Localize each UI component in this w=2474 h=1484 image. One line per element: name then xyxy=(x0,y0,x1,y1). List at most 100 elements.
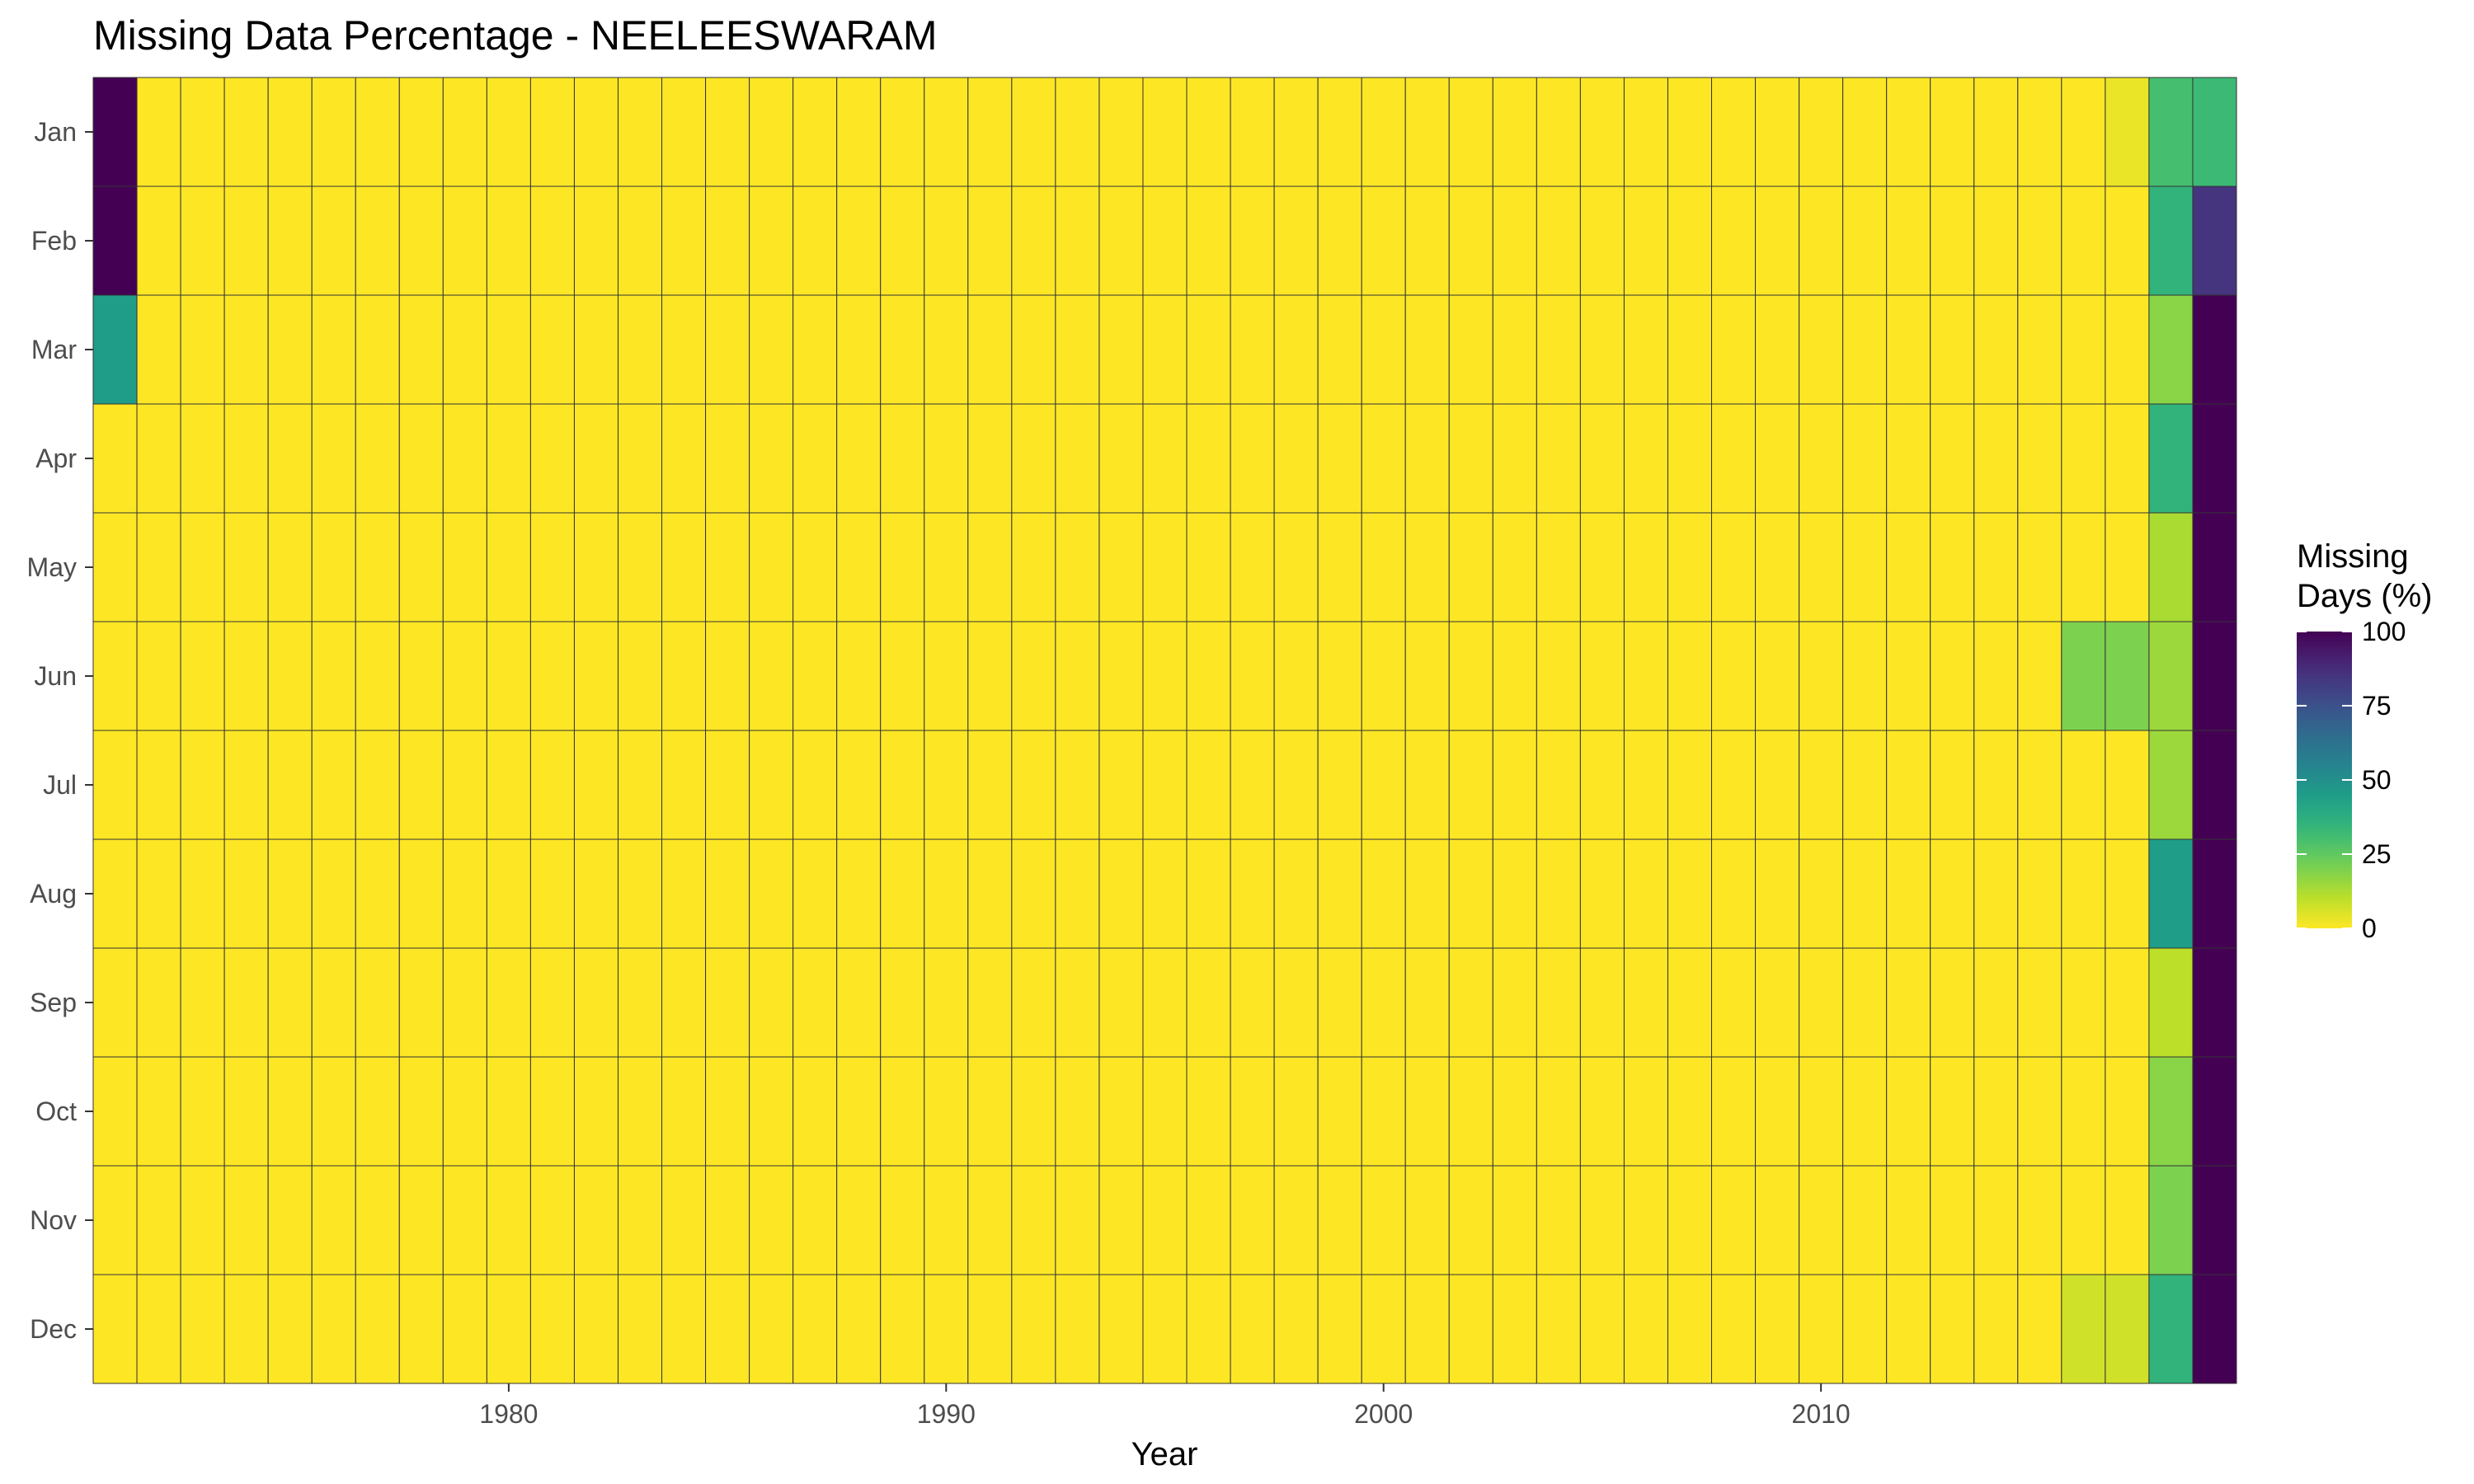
heatmap-cell xyxy=(355,512,400,622)
heatmap-cell xyxy=(529,294,575,405)
heatmap-cell xyxy=(442,730,487,840)
heatmap-cell xyxy=(1799,621,1844,731)
heatmap-cell xyxy=(267,1274,313,1384)
heatmap-cell xyxy=(1098,838,1144,949)
heatmap-cell xyxy=(180,294,225,405)
heatmap-cell xyxy=(1273,621,1319,731)
heatmap-cell xyxy=(1011,621,1056,731)
heatmap-cell xyxy=(1755,294,1800,405)
heatmap-cell xyxy=(1536,186,1581,296)
heatmap-cell xyxy=(1098,77,1144,187)
heatmap-cell xyxy=(1448,947,1493,1058)
heatmap-cell xyxy=(1973,403,2019,514)
heatmap-cell xyxy=(1755,403,1800,514)
heatmap-cell xyxy=(1142,621,1188,731)
heatmap-cell xyxy=(92,1056,138,1167)
heatmap-cell xyxy=(836,294,882,405)
heatmap-cell xyxy=(967,403,1013,514)
heatmap-cell xyxy=(1973,1274,2019,1384)
heatmap-cell xyxy=(705,186,750,296)
heatmap-cell xyxy=(749,512,794,622)
heatmap-cell xyxy=(1842,730,1888,840)
heatmap-cell xyxy=(793,621,838,731)
legend-tick-label: 50 xyxy=(2362,765,2392,795)
heatmap-cell xyxy=(355,1274,400,1384)
heatmap-cell xyxy=(1755,947,1800,1058)
heatmap-cell xyxy=(793,186,838,296)
heatmap-cell xyxy=(2061,186,2106,296)
y-tick-label: Apr xyxy=(35,444,77,473)
y-tick-label: Aug xyxy=(30,879,77,909)
heatmap-cell xyxy=(1492,621,1537,731)
heatmap-cell xyxy=(967,730,1013,840)
heatmap-cell xyxy=(1536,77,1581,187)
heatmap-cell xyxy=(1361,512,1406,622)
heatmap-cell xyxy=(1404,1056,1450,1167)
heatmap-cell xyxy=(573,403,618,514)
heatmap-cell xyxy=(1098,294,1144,405)
heatmap-cell xyxy=(1667,1165,1713,1275)
heatmap-cell xyxy=(1667,621,1713,731)
heatmap-cell xyxy=(1273,512,1319,622)
heatmap-cell xyxy=(2017,947,2062,1058)
heatmap-cell xyxy=(1886,1056,1931,1167)
heatmap-cell xyxy=(1886,838,1931,949)
heatmap-cell xyxy=(136,1056,181,1167)
heatmap-cell xyxy=(793,1165,838,1275)
heatmap-cell xyxy=(1186,1274,1231,1384)
heatmap-cell xyxy=(1142,1274,1188,1384)
heatmap-cell xyxy=(1361,621,1406,731)
heatmap-cell xyxy=(1799,1056,1844,1167)
heatmap-cell xyxy=(2105,1056,2150,1167)
heatmap-cell xyxy=(1623,1165,1668,1275)
heatmap-cell xyxy=(267,186,313,296)
heatmap-cell xyxy=(1579,1056,1625,1167)
heatmap-cell xyxy=(1230,77,1275,187)
heatmap-cell xyxy=(311,403,356,514)
heatmap-cell xyxy=(2105,947,2150,1058)
heatmap-cell xyxy=(1973,1165,2019,1275)
heatmap-cell xyxy=(1842,1165,1888,1275)
heatmap-cell xyxy=(1317,838,1362,949)
heatmap-cell xyxy=(2192,621,2237,731)
heatmap-cell xyxy=(1404,77,1450,187)
heatmap-cell xyxy=(1711,294,1757,405)
heatmap-cell xyxy=(1404,947,1450,1058)
heatmap-cell xyxy=(1011,947,1056,1058)
heatmap-cell xyxy=(1886,730,1931,840)
heatmap-cell xyxy=(529,947,575,1058)
heatmap-cell xyxy=(311,730,356,840)
heatmap-cell xyxy=(442,621,487,731)
heatmap-cell xyxy=(1317,730,1362,840)
heatmap-cell xyxy=(398,294,444,405)
heatmap-cell xyxy=(573,838,618,949)
heatmap-cell xyxy=(2061,947,2106,1058)
heatmap-cell xyxy=(1230,1165,1275,1275)
heatmap-cell xyxy=(836,947,882,1058)
heatmap-cell xyxy=(1579,1165,1625,1275)
heatmap-cell xyxy=(661,77,707,187)
heatmap-cell xyxy=(967,621,1013,731)
heatmap-cell xyxy=(2017,621,2062,731)
heatmap-cell xyxy=(573,730,618,840)
heatmap-cell xyxy=(223,186,269,296)
heatmap-cell xyxy=(223,621,269,731)
heatmap-cell xyxy=(1973,838,2019,949)
heatmap-cell xyxy=(967,947,1013,1058)
heatmap-cell xyxy=(1623,77,1668,187)
heatmap-cell xyxy=(661,1165,707,1275)
heatmap-cell xyxy=(1799,403,1844,514)
heatmap-cell xyxy=(486,621,531,731)
heatmap-cell xyxy=(486,512,531,622)
heatmap-cell xyxy=(924,403,969,514)
heatmap-cell xyxy=(1011,77,1056,187)
heatmap-cell xyxy=(442,403,487,514)
heatmap-cell xyxy=(1055,512,1100,622)
heatmap-cell xyxy=(2148,730,2194,840)
heatmap-cell xyxy=(880,512,925,622)
heatmap-cell xyxy=(1186,77,1231,187)
heatmap-cell xyxy=(1623,621,1668,731)
heatmap-cell xyxy=(267,730,313,840)
heatmap-cell xyxy=(793,512,838,622)
heatmap-cell xyxy=(1842,947,1888,1058)
